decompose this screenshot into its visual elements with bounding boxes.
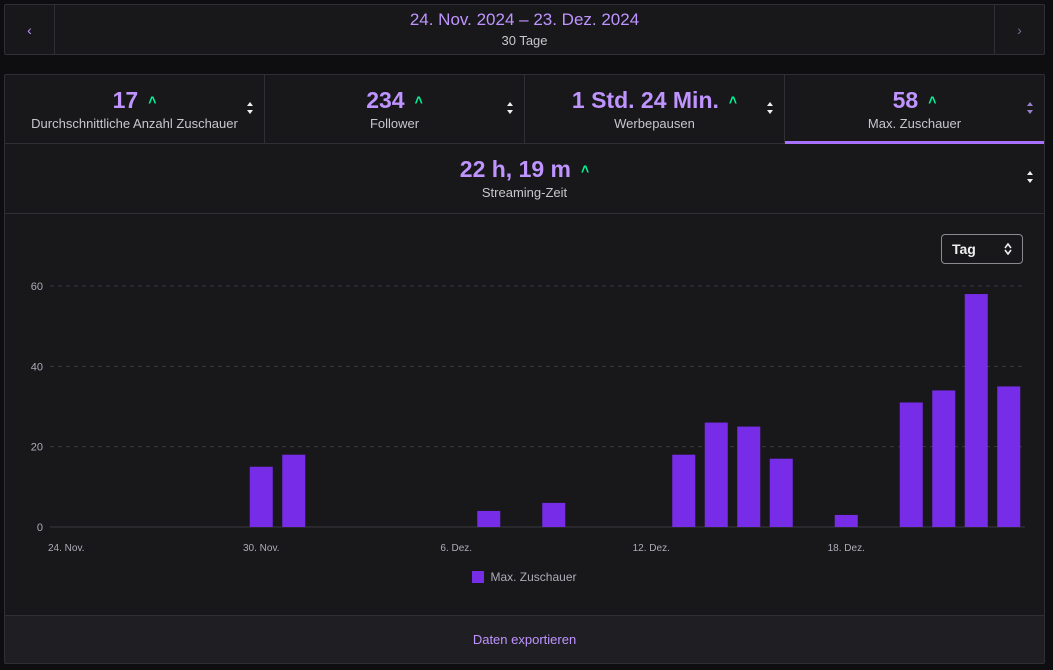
metric-value: 17 xyxy=(112,86,139,113)
metric-label: Streaming-Zeit xyxy=(481,185,568,200)
chart-bar[interactable] xyxy=(477,510,501,527)
chart-legend: Max. Zuschauer xyxy=(5,570,1044,584)
previous-period-button[interactable]: ‹ xyxy=(5,5,55,54)
sort-icon[interactable] xyxy=(1026,101,1034,115)
chart-bar[interactable] xyxy=(899,402,923,527)
legend-label: Max. Zuschauer xyxy=(490,570,577,584)
x-tick-label: 12. Dez. xyxy=(633,543,670,554)
sort-icon[interactable] xyxy=(506,101,514,115)
date-range-text: 24. Nov. 2024 – 23. Dez. 2024 xyxy=(409,9,640,29)
chart-bar[interactable] xyxy=(964,294,988,527)
sort-icon[interactable] xyxy=(1026,170,1034,184)
y-tick-label: 60 xyxy=(31,281,43,293)
metric-max-viewers[interactable]: 58 ˄ Max. Zuschauer xyxy=(785,75,1044,144)
metric-label: Follower xyxy=(369,115,420,131)
legend-swatch xyxy=(472,571,485,583)
x-tick-label: 18. Dez. xyxy=(828,543,865,554)
date-range-days: 30 Tage xyxy=(501,32,548,48)
metrics-row: 17 ˄ Durchschnittliche Anzahl Zuschauer … xyxy=(5,75,1044,144)
chart-bar[interactable] xyxy=(834,514,858,527)
analytics-panel: 17 ˄ Durchschnittliche Anzahl Zuschauer … xyxy=(4,74,1045,664)
trend-up-icon: ˄ xyxy=(581,161,590,177)
chevron-updown-icon xyxy=(1004,243,1012,255)
x-tick-label: 6. Dez. xyxy=(440,543,472,554)
export-data-button[interactable]: Daten exportieren xyxy=(472,632,577,647)
metric-value: 1 Std. 24 Min. xyxy=(571,86,719,113)
metric-label: Max. Zuschauer xyxy=(867,115,962,131)
chart-bar[interactable] xyxy=(249,466,273,527)
x-tick-label: 24. Nov. xyxy=(48,543,85,554)
metric-value: 58 xyxy=(892,86,919,113)
trend-up-icon: ˄ xyxy=(414,91,423,108)
date-range-display: 24. Nov. 2024 – 23. Dez. 2024 30 Tage xyxy=(55,5,994,54)
metric-avg-viewers[interactable]: 17 ˄ Durchschnittliche Anzahl Zuschauer xyxy=(5,75,265,143)
chart-area: 0 20 40 60 24. Nov. 30. Nov. 6. Dez. 12. Dez. 18… xyxy=(5,214,1044,614)
y-tick-label: 40 xyxy=(31,361,43,373)
period-select-value: Tag xyxy=(952,241,976,257)
trend-up-icon: ˄ xyxy=(928,91,937,108)
chart-bar[interactable] xyxy=(932,390,956,527)
chart-bar[interactable] xyxy=(997,386,1021,527)
metric-label: Werbepausen xyxy=(614,115,695,131)
export-bar: Daten exportieren xyxy=(5,615,1044,663)
y-tick-label: 0 xyxy=(37,522,43,534)
chevron-right-icon: › xyxy=(1017,21,1022,38)
date-range-navigator: ‹ 24. Nov. 2024 – 23. Dez. 2024 30 Tage … xyxy=(4,4,1045,55)
next-period-button[interactable]: › xyxy=(994,5,1044,54)
trend-up-icon: ˄ xyxy=(728,91,738,108)
trend-up-icon: ˄ xyxy=(148,91,157,108)
period-select[interactable]: Tag xyxy=(941,234,1023,264)
sort-icon[interactable] xyxy=(766,101,774,115)
metric-ad-breaks[interactable]: 1 Std. 24 Min. ˄ Werbepausen xyxy=(525,75,785,143)
sort-icon[interactable] xyxy=(246,101,254,115)
metric-followers[interactable]: 234 ˄ Follower xyxy=(265,75,525,143)
chart-bar[interactable] xyxy=(672,454,696,527)
chevron-left-icon: ‹ xyxy=(27,21,32,38)
metric-value: 22 h, 19 m xyxy=(459,156,572,182)
chart-bar[interactable] xyxy=(769,458,793,527)
metric-value: 234 xyxy=(366,86,405,113)
metric-streaming-time[interactable]: 22 h, 19 m ˄ Streaming-Zeit xyxy=(5,144,1044,214)
chart-bar[interactable] xyxy=(737,426,761,527)
chart-bar[interactable] xyxy=(282,454,306,527)
chart-bar[interactable] xyxy=(542,502,566,527)
chart-bar[interactable] xyxy=(704,422,728,527)
max-viewers-bar-chart: 0 20 40 60 24. Nov. 30. Nov. 6. Dez. 12. Dez. 18… xyxy=(31,281,1025,554)
metric-label: Durchschnittliche Anzahl Zuschauer xyxy=(31,115,238,131)
x-tick-label: 30. Nov. xyxy=(243,543,280,554)
y-tick-label: 20 xyxy=(31,442,43,454)
